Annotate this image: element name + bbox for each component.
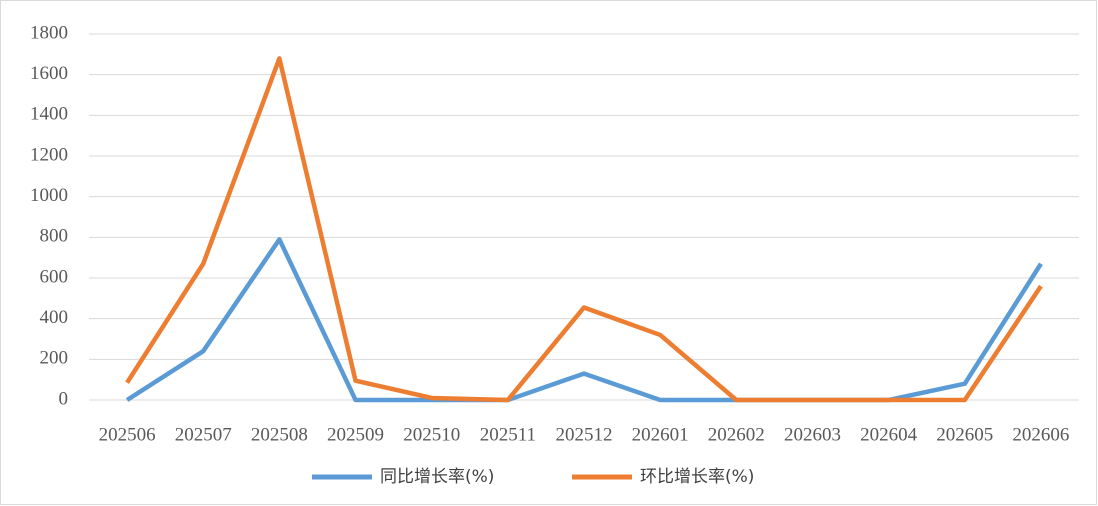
y-tick-label: 1600 <box>30 63 68 84</box>
x-tick-label: 202601 <box>632 424 689 445</box>
x-tick-label: 202510 <box>403 424 460 445</box>
y-tick-label: 1000 <box>30 185 68 206</box>
y-tick-label: 200 <box>40 348 69 369</box>
x-tick-label: 202602 <box>708 424 765 445</box>
y-tick-label: 1800 <box>30 22 68 43</box>
x-tick-label: 202509 <box>327 424 384 445</box>
y-tick-label: 800 <box>40 226 69 247</box>
x-tick-label: 202603 <box>784 424 841 445</box>
x-tick-label: 202507 <box>175 424 232 445</box>
y-tick-label: 1200 <box>30 144 68 165</box>
x-tick-label: 202512 <box>556 424 613 445</box>
y-tick-label: 600 <box>40 266 69 287</box>
y-tick-label: 0 <box>59 388 69 409</box>
x-tick-label: 202606 <box>1012 424 1069 445</box>
x-tick-label: 202605 <box>936 424 993 445</box>
series-line <box>125 56 1043 403</box>
y-tick-label: 1400 <box>30 104 68 125</box>
x-tick-label: 202604 <box>860 424 918 445</box>
x-tick-label: 202506 <box>99 424 156 445</box>
legend-label: 环比增长率(%) <box>640 467 754 487</box>
x-tick-label: 202508 <box>251 424 308 445</box>
x-tick-label: 202511 <box>480 424 536 445</box>
legend-label: 同比增长率(%) <box>380 467 494 487</box>
y-tick-label: 400 <box>40 307 69 328</box>
